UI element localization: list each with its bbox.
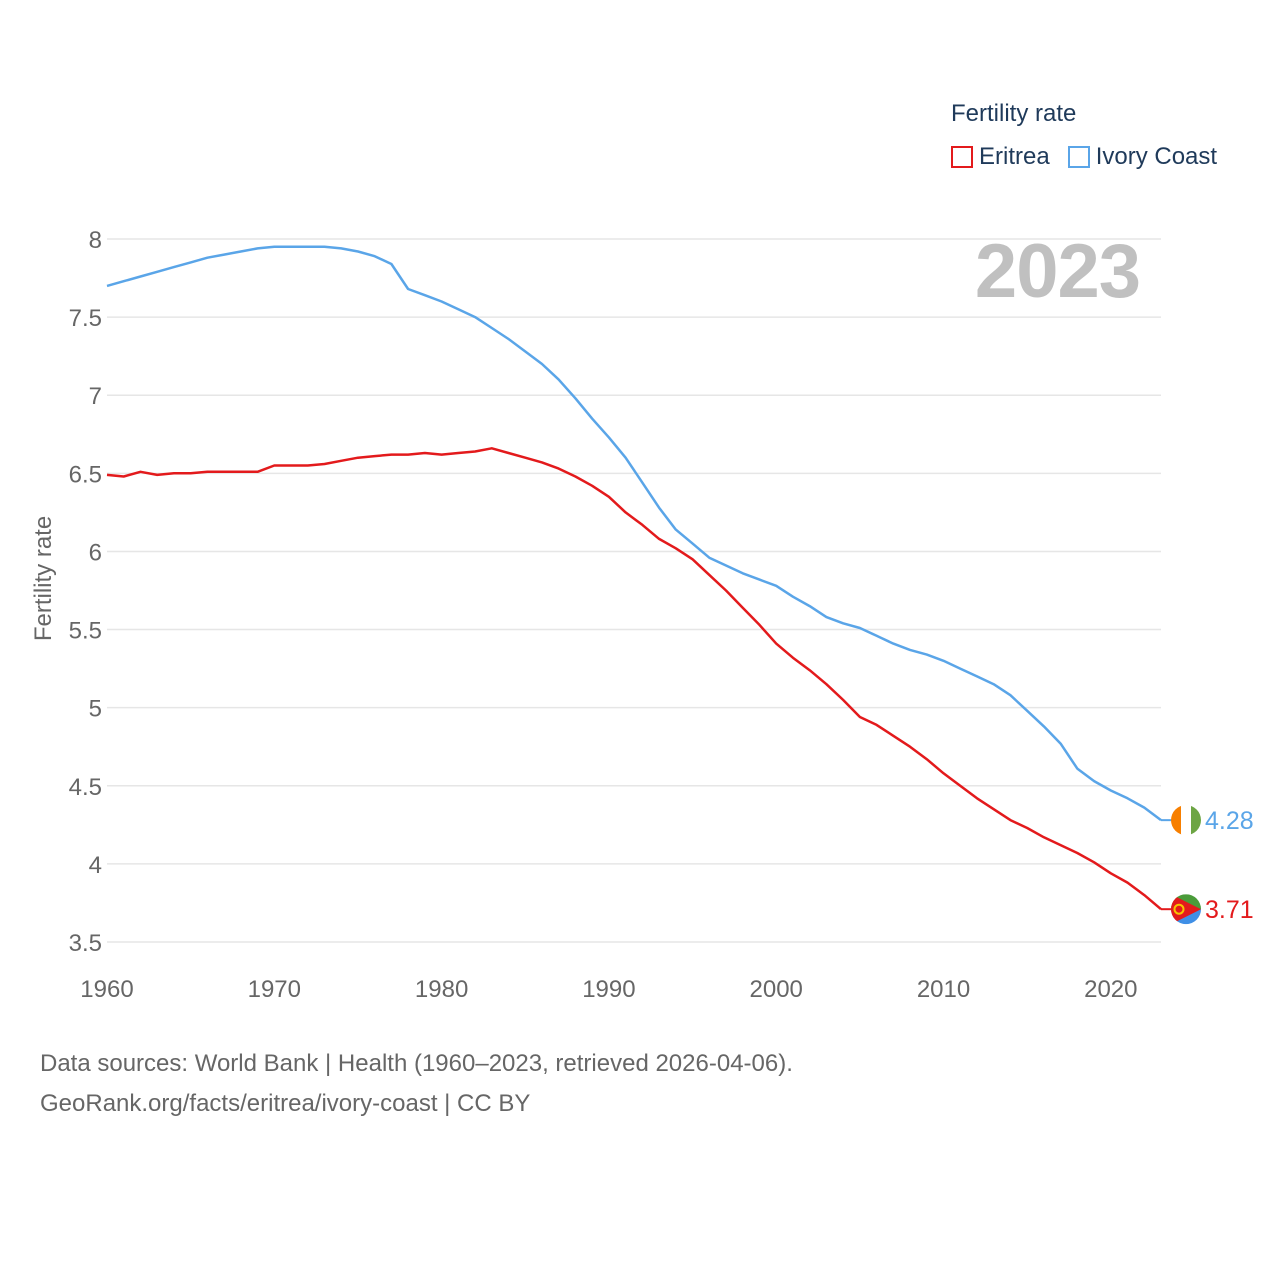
x-tick-label: 2020: [1084, 976, 1137, 1003]
y-tick-label: 6: [89, 539, 102, 566]
end-value-ivory-coast: 4.28: [1205, 807, 1254, 835]
y-axis-title: Fertility rate: [30, 516, 57, 641]
series-line-ivory-coast: [106, 245, 1162, 822]
source-line-1: Data sources: World Bank | Health (1960–…: [40, 1050, 793, 1077]
legend-item-eritrea[interactable]: Eritrea: [951, 143, 1050, 171]
y-tick-label: 7: [89, 383, 102, 410]
y-tick-label: 4.5: [69, 774, 102, 801]
legend: Eritrea Ivory Coast: [951, 143, 1235, 171]
x-tick-label: 1970: [248, 976, 301, 1003]
y-tick-label: 5.5: [69, 618, 102, 645]
legend-label-eritrea: Eritrea: [979, 143, 1050, 170]
x-tick-label: 1960: [80, 976, 133, 1003]
eritrea-flag-icon: [1171, 894, 1201, 925]
x-tick-label: 1980: [415, 976, 468, 1003]
legend-swatch-ivory-coast: [1067, 146, 1090, 168]
source-note: Data sources: World Bank | Health (1960–…: [40, 1044, 793, 1124]
source-line-2[interactable]: GeoRank.org/facts/eritrea/ivory-coast | …: [40, 1090, 531, 1117]
y-tick-label: 4: [89, 852, 102, 879]
y-tick-label: 8: [89, 227, 102, 254]
legend-title: Fertility rate: [951, 100, 1077, 127]
x-tick-label: 2000: [750, 976, 803, 1003]
y-tick-label: 5: [89, 696, 102, 723]
series-line-eritrea: [106, 447, 1162, 911]
year-label: 2023: [974, 229, 1141, 314]
end-value-eritrea: 3.71: [1205, 896, 1254, 924]
x-tick-label: 1990: [582, 976, 635, 1003]
y-tick-label: 3.5: [69, 930, 102, 957]
y-tick-label: 7.5: [69, 305, 102, 332]
legend-item-ivory-coast[interactable]: Ivory Coast: [1067, 143, 1218, 171]
ivory-coast-flag-icon: [1171, 805, 1201, 836]
legend-label-ivory-coast: Ivory Coast: [1095, 143, 1218, 170]
x-tick-label: 2010: [917, 976, 970, 1003]
y-tick-label: 6.5: [69, 461, 102, 488]
legend-swatch-eritrea: [951, 146, 973, 168]
